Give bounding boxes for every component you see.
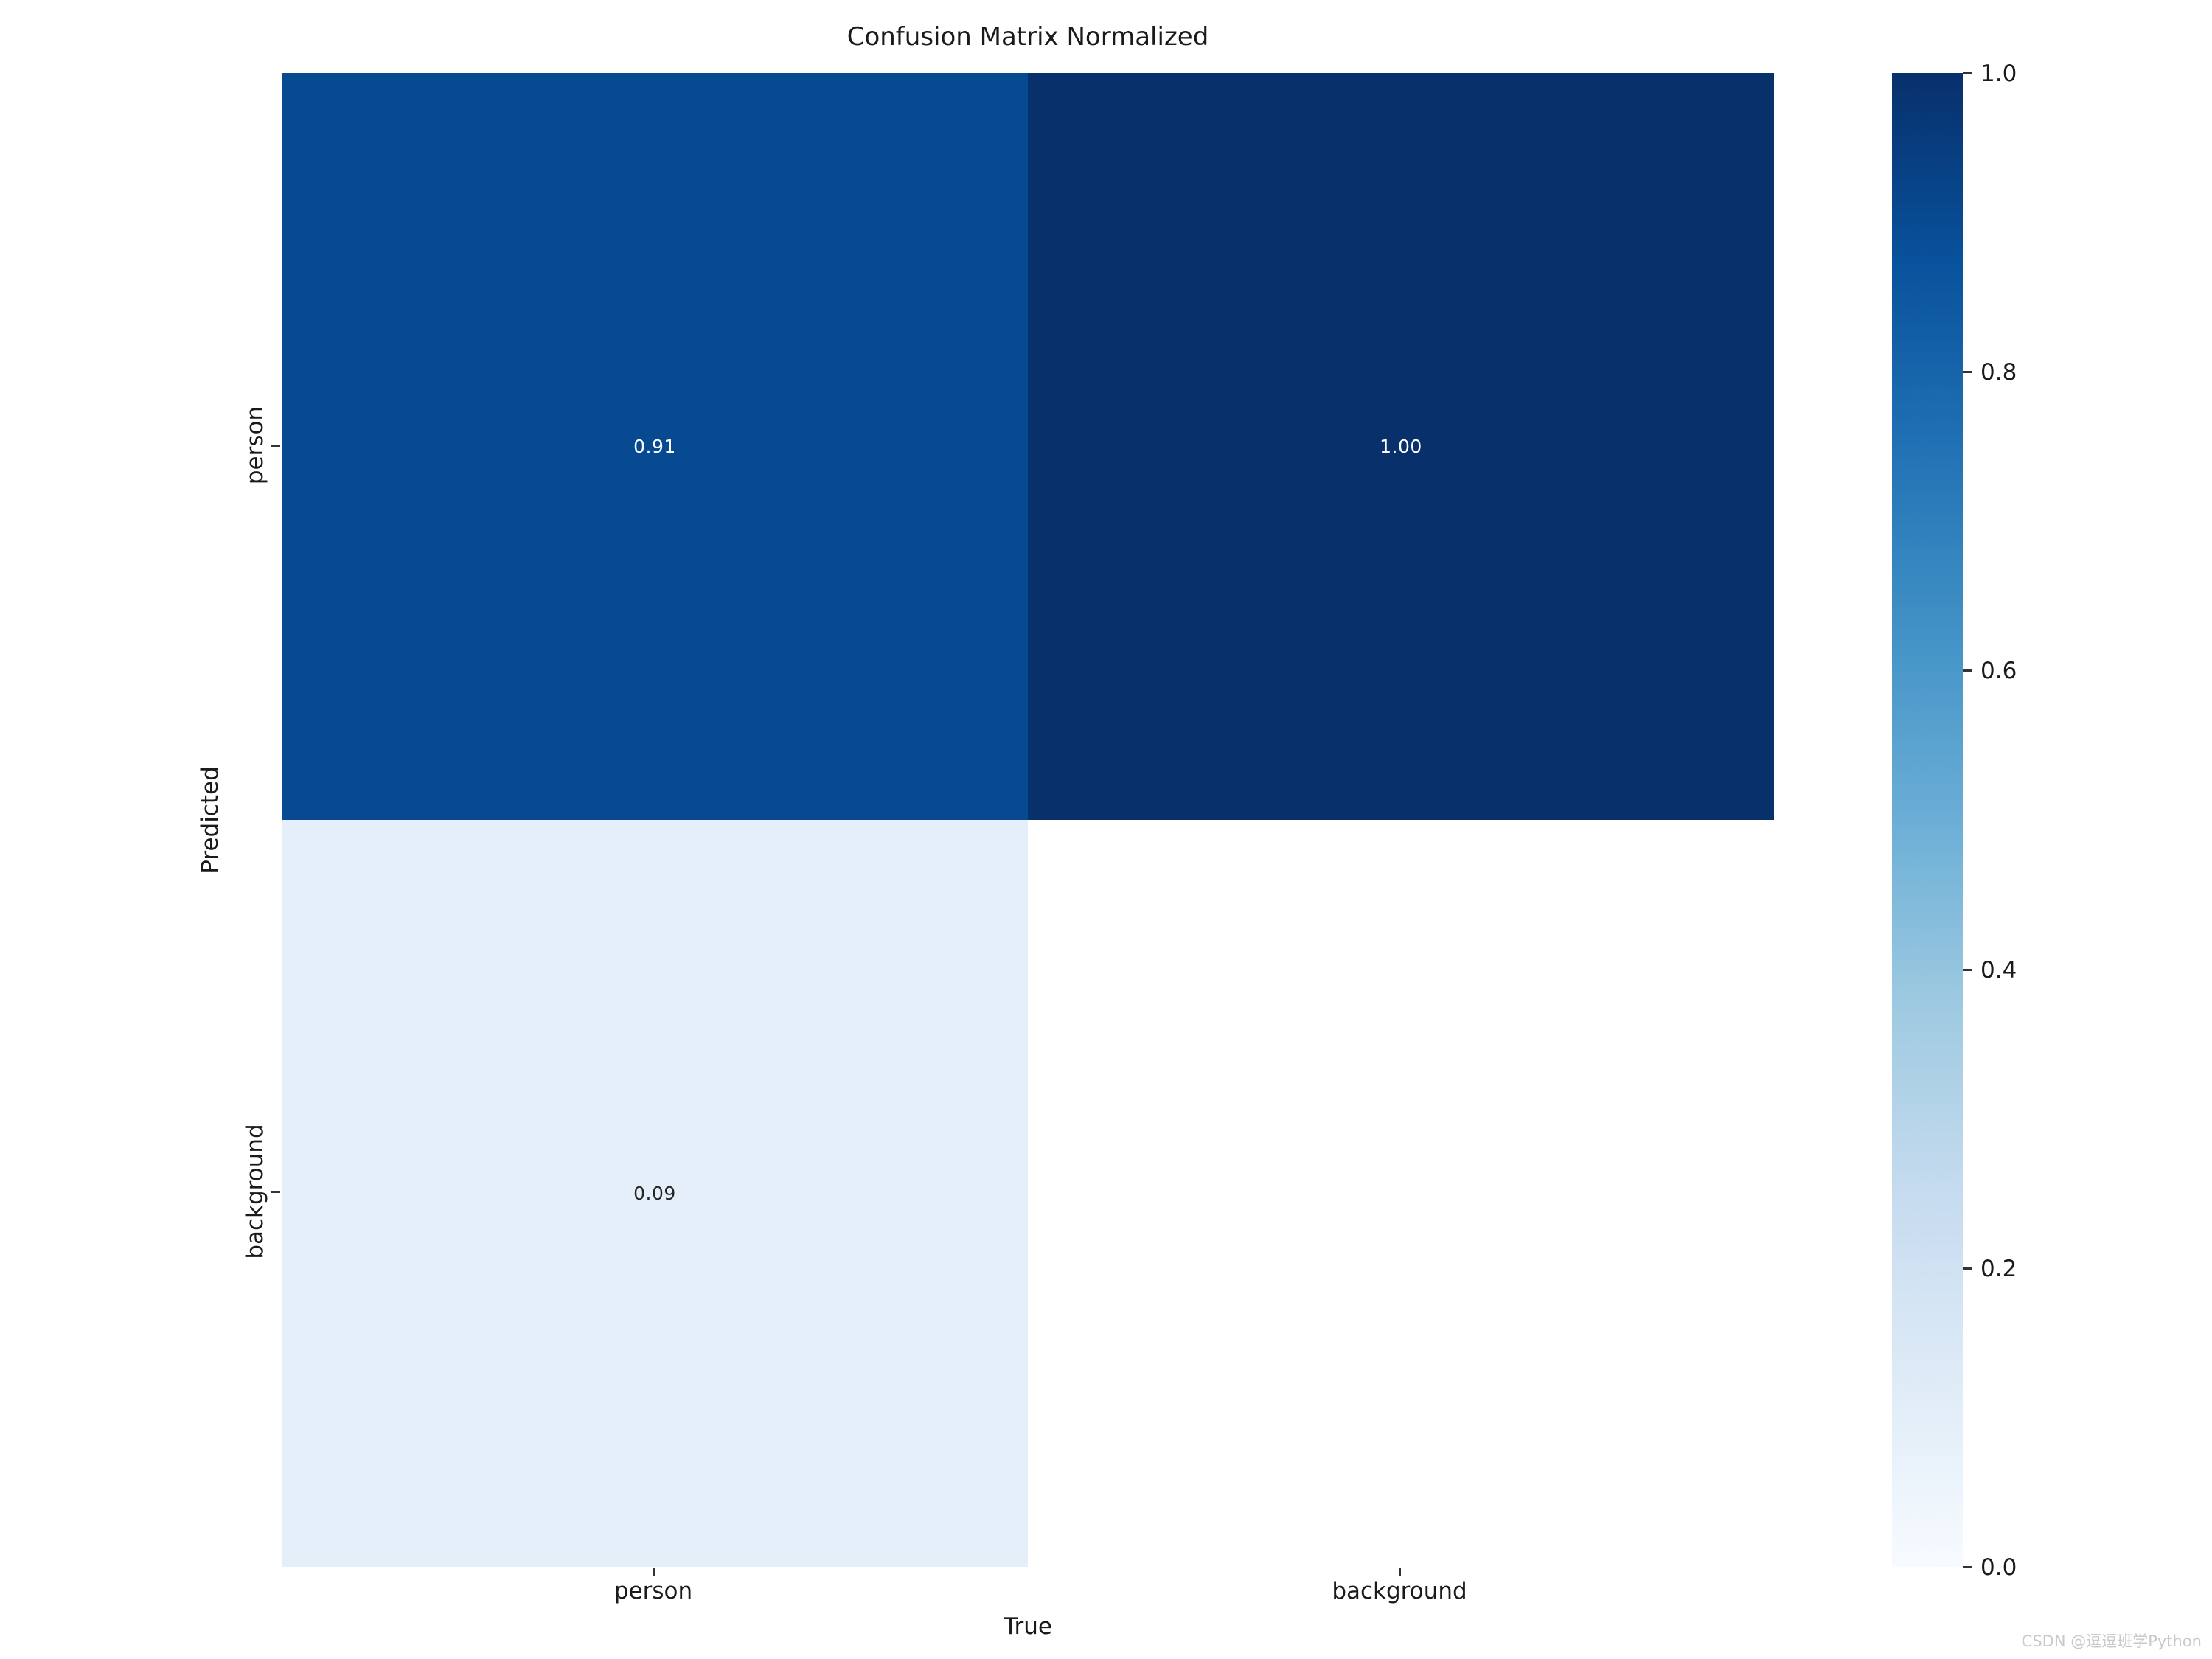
colorbar-tick-label: 1.0 [1980,60,2017,87]
colorbar-tick-mark [1963,969,1972,971]
colorbar-tick-mark [1963,371,1972,373]
heatmap-cell-person-background: 1.00 [1028,73,1774,820]
colorbar-tick-label: 0.2 [1980,1256,2017,1282]
colorbar [1892,73,1963,1567]
colorbar-tick-mark [1963,1566,1972,1568]
colorbar-tick-label: 0.0 [1980,1554,2017,1581]
x-tick-label-background: background [1332,1578,1467,1604]
heatmap: 0.91 1.00 0.09 [282,73,1774,1567]
y-tick-label-background: background [242,1124,268,1259]
cell-annotation: 0.09 [633,1183,676,1204]
x-tick-mark [1399,1568,1401,1576]
y-tick-mark [271,445,280,447]
y-axis-label: Predicted [197,766,223,874]
y-tick-mark [271,1191,280,1193]
heatmap-cell-person-person: 0.91 [282,73,1028,820]
colorbar-tick-label: 0.8 [1980,359,2017,386]
heatmap-cell-background-person: 0.09 [282,820,1028,1567]
x-tick-mark [653,1568,655,1576]
x-axis-label: True [1004,1613,1052,1640]
chart-title: Confusion Matrix Normalized [846,22,1209,52]
heatmap-cell-background-background [1028,820,1774,1567]
colorbar-tick-label: 0.6 [1980,658,2017,684]
y-tick-label-person: person [242,406,268,485]
colorbar-tick-mark [1963,72,1972,74]
x-tick-label-person: person [613,1578,693,1604]
cell-annotation: 0.91 [633,436,676,457]
colorbar-tick-mark [1963,1267,1972,1270]
watermark-text: CSDN @逗逗班学Python [2021,1632,2202,1650]
cell-annotation: 1.00 [1380,436,1422,457]
colorbar-tick-mark [1963,669,1972,672]
colorbar-tick-label: 0.4 [1980,957,2017,984]
